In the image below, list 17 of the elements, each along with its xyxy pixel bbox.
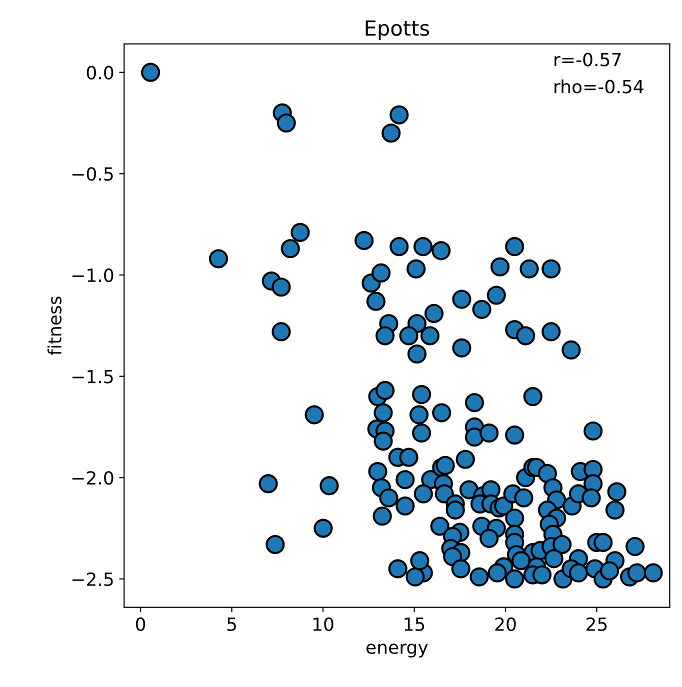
x-tick-label: 20 <box>495 617 516 632</box>
x-tick-label: 10 <box>314 617 334 632</box>
y-tick-label: −1.5 <box>72 370 113 384</box>
y-tick-label: −2.0 <box>72 471 114 485</box>
y-tick-label: −0.5 <box>72 167 113 181</box>
x-axis-title: energy <box>366 644 428 658</box>
annotation: rho=-0.54 <box>554 79 644 94</box>
x-tick-label: 5 <box>227 618 236 632</box>
annotation: r=-0.57 <box>554 52 621 66</box>
y-tick-label: −1.0 <box>72 268 114 282</box>
y-tick-label: 0.0 <box>86 66 114 80</box>
y-axis-title: fitness <box>48 296 62 356</box>
chart-title: Epotts <box>366 20 430 40</box>
x-tick-label: 0 <box>136 617 146 632</box>
x-tick-label: 25 <box>586 617 607 632</box>
x-tick-label: 15 <box>404 618 424 632</box>
y-tick-label: −2.5 <box>72 572 113 586</box>
